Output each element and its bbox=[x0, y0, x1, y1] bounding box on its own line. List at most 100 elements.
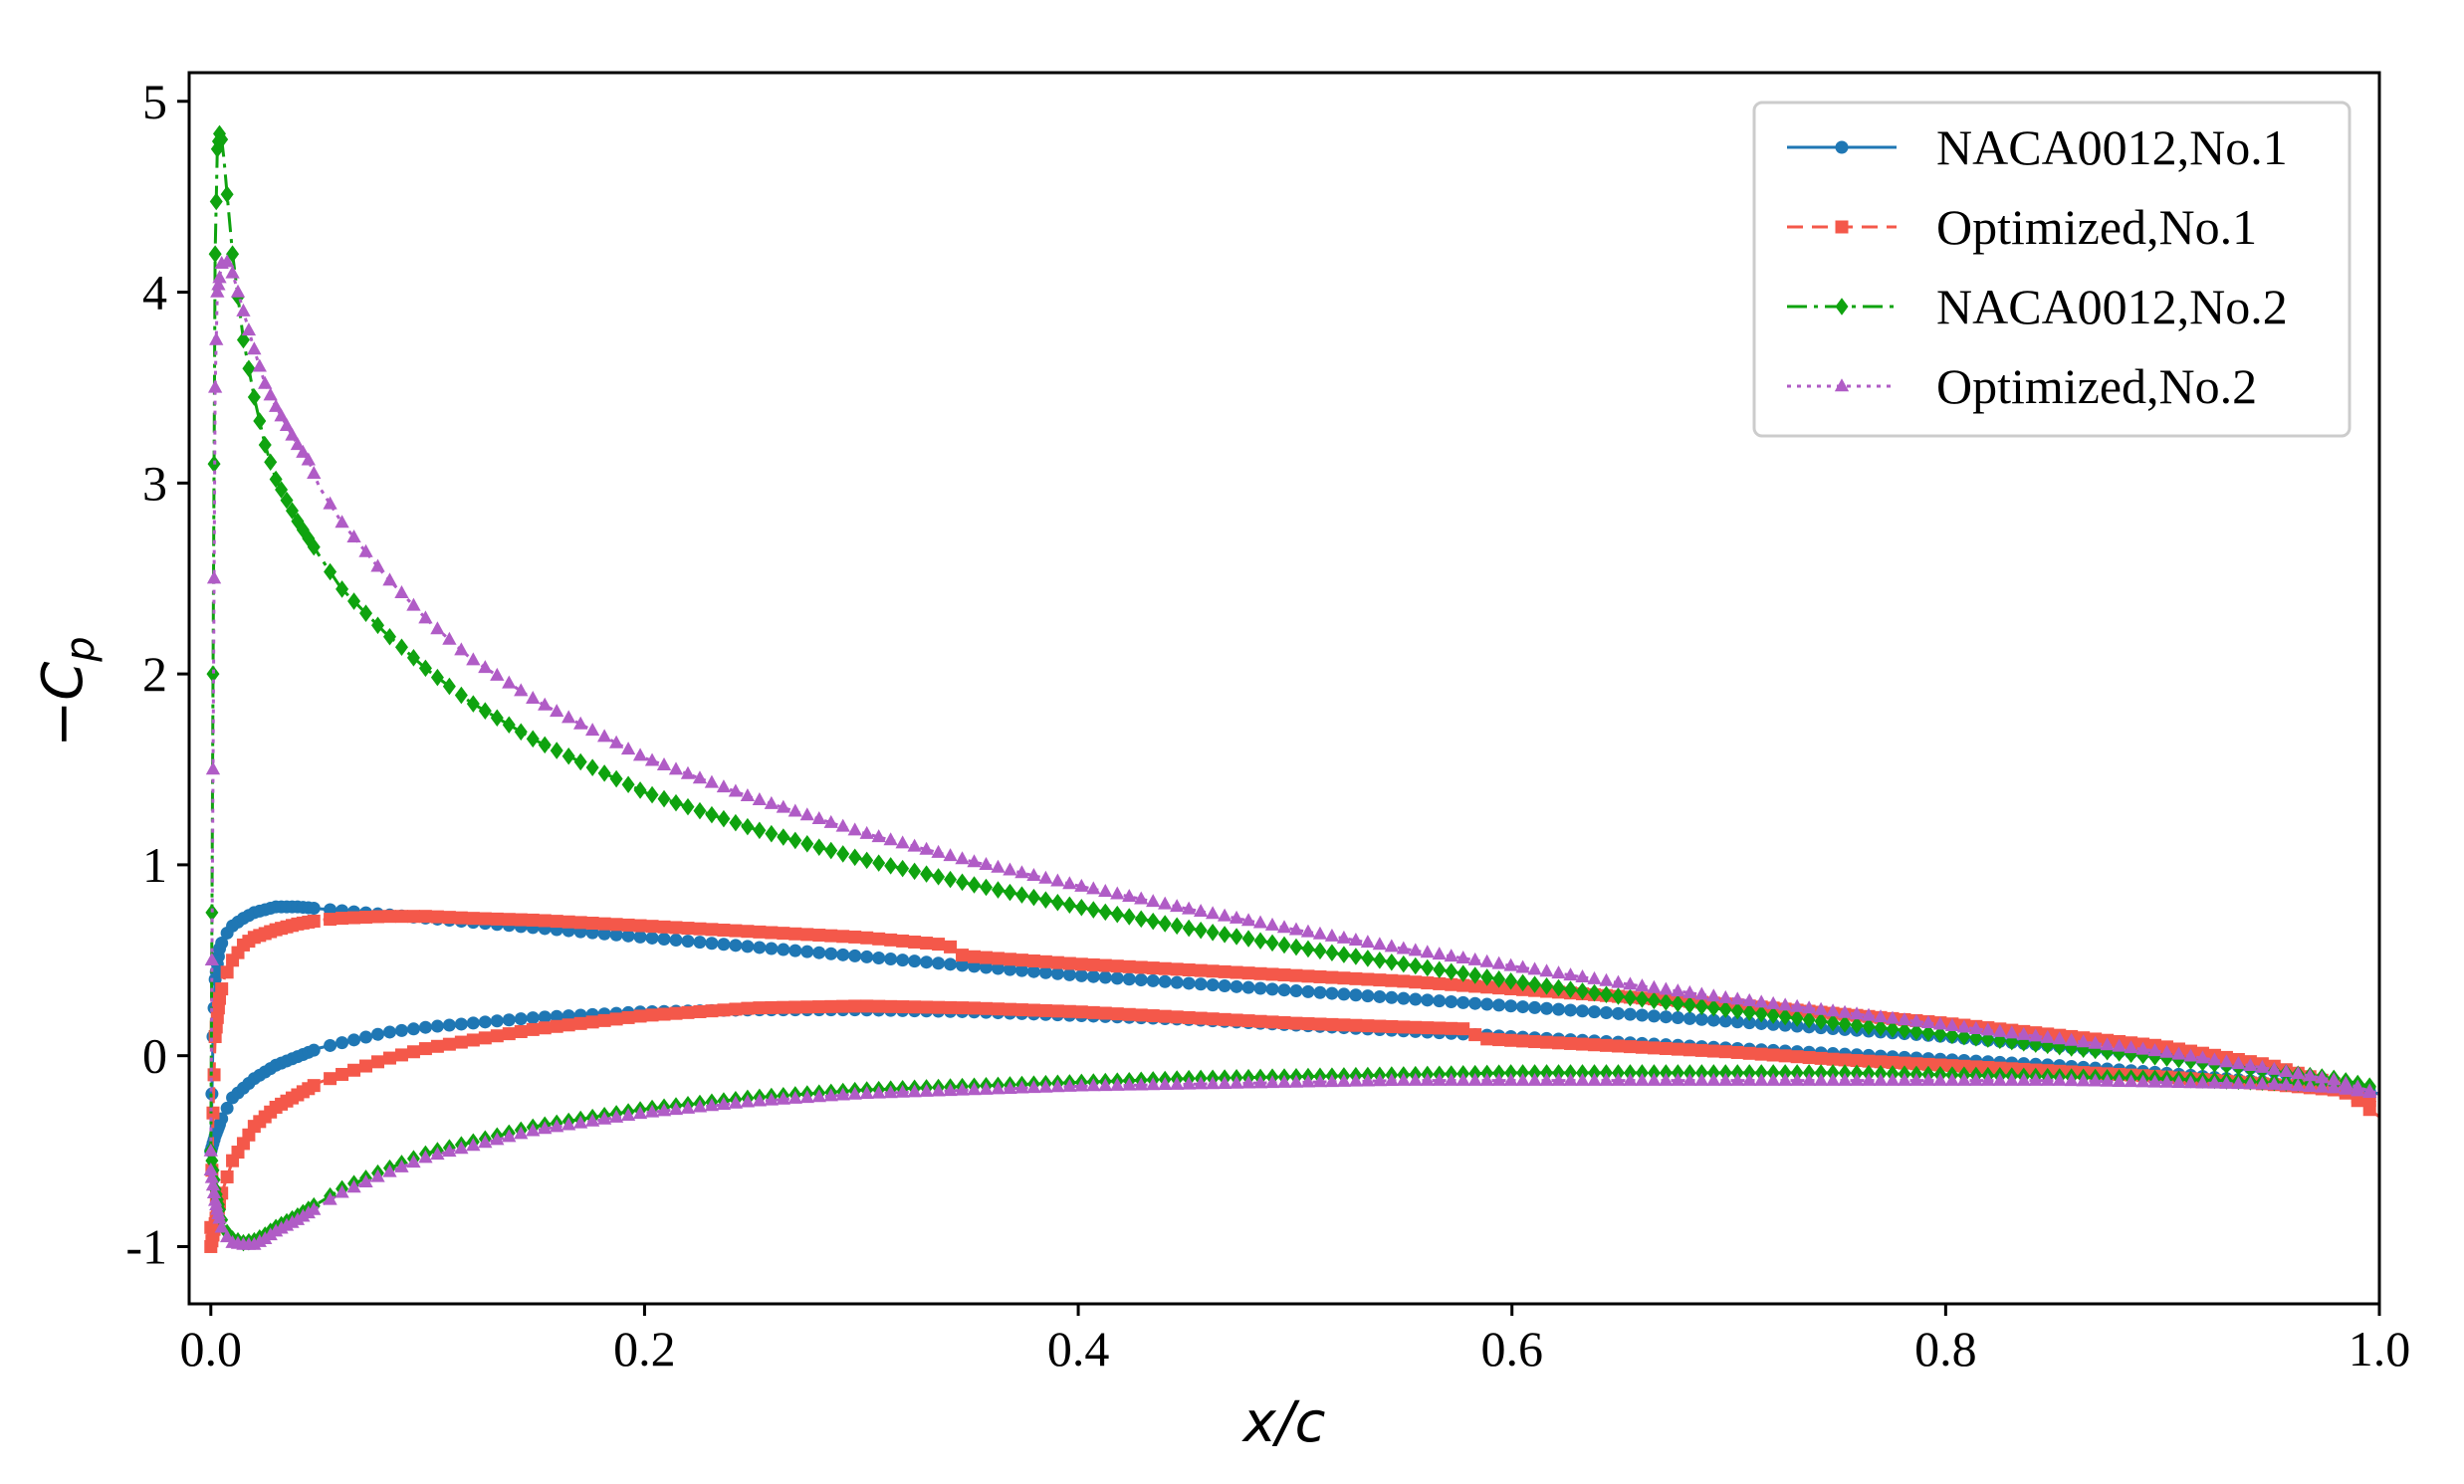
data-point bbox=[1122, 908, 1136, 926]
data-point bbox=[1146, 912, 1160, 931]
data-point bbox=[1158, 974, 1172, 988]
data-point bbox=[430, 668, 444, 687]
data-point bbox=[478, 1135, 493, 1149]
data-point bbox=[442, 1144, 457, 1158]
data-point bbox=[418, 610, 433, 624]
data-point bbox=[584, 723, 600, 737]
data-point bbox=[1408, 1072, 1423, 1086]
data-point bbox=[1587, 1072, 1602, 1086]
y-tick-label: 5 bbox=[142, 74, 167, 129]
data-point bbox=[1253, 966, 1267, 980]
data-point bbox=[205, 904, 219, 922]
data-point bbox=[824, 841, 838, 860]
data-point bbox=[872, 932, 886, 946]
data-point bbox=[1659, 1042, 1673, 1056]
data-point bbox=[991, 859, 1006, 873]
data-point bbox=[336, 1067, 349, 1081]
data-point bbox=[206, 1184, 222, 1198]
data-point bbox=[1552, 1036, 1566, 1050]
data-point bbox=[1361, 950, 1375, 967]
data-point bbox=[931, 844, 946, 858]
data-point bbox=[2279, 1063, 2294, 1077]
data-point bbox=[1873, 1072, 1889, 1086]
data-point bbox=[1706, 988, 1721, 1002]
data-point bbox=[1956, 1019, 1972, 1033]
data-point bbox=[220, 185, 234, 204]
data-point bbox=[490, 1132, 505, 1146]
data-point bbox=[1611, 1006, 1625, 1020]
data-point bbox=[1038, 965, 1052, 979]
data-point bbox=[290, 437, 306, 451]
data-point bbox=[1086, 969, 1100, 983]
data-point bbox=[466, 1138, 481, 1152]
data-point bbox=[514, 1025, 528, 1039]
data-point bbox=[1552, 1002, 1566, 1016]
data-point bbox=[1862, 1017, 1876, 1036]
data-point bbox=[2135, 1074, 2150, 1088]
data-point bbox=[2171, 1075, 2186, 1089]
data-point bbox=[1920, 1072, 1936, 1086]
data-point bbox=[1026, 888, 1040, 907]
data-point bbox=[884, 953, 898, 966]
data-point bbox=[394, 585, 409, 599]
data-point bbox=[824, 929, 838, 943]
data-point bbox=[645, 785, 659, 804]
data-point bbox=[1898, 1021, 1911, 1039]
data-point bbox=[490, 709, 504, 728]
legend: NACA0012,No.1 Optimized,No.1 NACA0012,No.2… bbox=[1752, 101, 2352, 438]
data-point bbox=[212, 1210, 227, 1224]
data-point bbox=[799, 1090, 814, 1104]
data-point bbox=[220, 1101, 234, 1115]
data-point bbox=[1682, 1011, 1696, 1025]
legend-frame bbox=[1752, 101, 2352, 438]
series-4-upper-markers bbox=[203, 254, 2377, 1157]
data-point bbox=[418, 910, 432, 924]
data-point bbox=[466, 695, 480, 713]
data-point bbox=[275, 481, 289, 499]
data-point bbox=[1647, 979, 1662, 993]
data-point bbox=[776, 1091, 790, 1105]
data-point bbox=[669, 793, 683, 812]
data-point bbox=[206, 1106, 220, 1120]
data-point bbox=[1337, 1018, 1351, 1032]
data-point bbox=[274, 408, 289, 422]
data-point bbox=[644, 752, 660, 766]
data-point bbox=[788, 1000, 802, 1014]
data-point bbox=[1766, 1072, 1781, 1086]
data-point bbox=[514, 723, 528, 742]
data-point bbox=[1003, 1080, 1017, 1094]
data-point bbox=[1730, 1072, 1745, 1086]
data-point bbox=[370, 1168, 385, 1182]
data-point bbox=[1527, 961, 1542, 975]
data-point bbox=[526, 1022, 540, 1036]
data-point bbox=[1050, 1079, 1065, 1093]
legend-entries: NACA0012,No.1 Optimized,No.1 NACA0012,No.2… bbox=[1787, 119, 2288, 414]
data-point bbox=[1014, 1080, 1029, 1094]
data-point bbox=[1980, 1022, 1995, 1036]
data-point bbox=[1062, 1078, 1077, 1092]
data-point bbox=[323, 496, 337, 510]
data-point bbox=[1062, 896, 1076, 915]
data-point bbox=[1421, 1021, 1435, 1035]
data-point bbox=[1409, 1020, 1423, 1034]
data-point bbox=[1635, 1008, 1649, 1022]
data-point bbox=[776, 799, 790, 813]
data-point bbox=[1444, 1072, 1458, 1086]
data-point bbox=[2029, 1035, 2043, 1053]
data-point bbox=[1909, 1022, 1923, 1041]
data-point bbox=[979, 857, 994, 871]
data-point bbox=[681, 797, 695, 816]
data-point bbox=[1325, 944, 1339, 962]
data-point bbox=[1158, 896, 1173, 910]
data-point bbox=[919, 841, 934, 855]
data-point bbox=[1742, 1046, 1756, 1060]
data-point bbox=[609, 769, 623, 788]
data-point bbox=[1813, 1072, 1829, 1086]
data-point bbox=[1265, 934, 1279, 953]
data-point bbox=[859, 825, 874, 839]
data-point bbox=[979, 1001, 993, 1015]
data-point bbox=[258, 375, 273, 389]
data-point bbox=[454, 911, 468, 925]
data-point bbox=[1432, 947, 1447, 960]
data-point bbox=[1396, 1072, 1411, 1086]
